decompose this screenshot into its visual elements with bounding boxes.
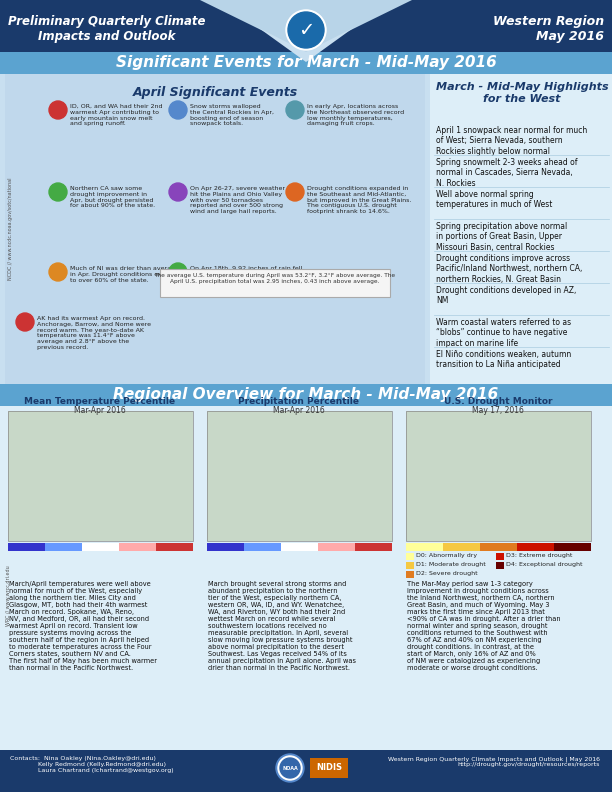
FancyBboxPatch shape (160, 269, 390, 297)
Circle shape (49, 101, 67, 119)
Text: April Significant Events: April Significant Events (132, 86, 297, 99)
Text: D0: Abnormally dry: D0: Abnormally dry (416, 553, 477, 558)
Text: Preliminary Quarterly Climate
Impacts and Outlook: Preliminary Quarterly Climate Impacts an… (8, 15, 206, 43)
FancyBboxPatch shape (0, 384, 612, 406)
Text: April 1 snowpack near normal for much
of West; Sierra Nevada, southern
Rockies s: April 1 snowpack near normal for much of… (436, 126, 588, 156)
Text: Drought conditions improve across
Pacific/Inland Northwest, northern CA,
norther: Drought conditions improve across Pacifi… (436, 254, 583, 284)
Circle shape (16, 313, 34, 331)
Circle shape (49, 263, 67, 281)
FancyBboxPatch shape (496, 553, 504, 560)
FancyBboxPatch shape (318, 543, 355, 551)
FancyBboxPatch shape (5, 74, 425, 384)
Text: On Apr 18th, 9.92 inches of rain fell
in Houston, the 2nd highest one-day
total : On Apr 18th, 9.92 inches of rain fell in… (190, 266, 312, 288)
FancyBboxPatch shape (406, 553, 414, 560)
Text: May 17, 2016: May 17, 2016 (472, 406, 524, 415)
Polygon shape (200, 0, 412, 52)
Text: NOAA: NOAA (282, 766, 298, 771)
FancyBboxPatch shape (0, 52, 612, 74)
Text: The Mar-May period saw 1-3 category
improvement in drought conditions across
the: The Mar-May period saw 1-3 category impr… (407, 581, 561, 671)
Text: D1: Moderate drought: D1: Moderate drought (416, 562, 486, 567)
FancyBboxPatch shape (355, 543, 392, 551)
Text: WRC // www.wrcc.dri.edu: WRC // www.wrcc.dri.edu (5, 565, 10, 626)
Text: Drought conditions developed in AZ,
NM: Drought conditions developed in AZ, NM (436, 286, 577, 306)
Circle shape (276, 754, 304, 782)
Text: Contacts:  Nina Oakley (Nina.Oakley@dri.edu)
              Kelly Redmond (Kelly.: Contacts: Nina Oakley (Nina.Oakley@dri.e… (10, 756, 174, 773)
Text: Western Region Quarterly Climate Impacts and Outlook | May 2016
http://drought.g: Western Region Quarterly Climate Impacts… (388, 756, 600, 767)
Circle shape (169, 183, 187, 201)
FancyBboxPatch shape (517, 543, 554, 551)
FancyBboxPatch shape (8, 411, 193, 541)
Polygon shape (220, 0, 392, 62)
FancyBboxPatch shape (0, 74, 430, 384)
Text: Precipitation Percentile: Precipitation Percentile (239, 397, 359, 406)
Circle shape (280, 758, 300, 778)
Text: Spring precipitation above normal
in portions of Great Basin, Upper
Missouri Bas: Spring precipitation above normal in por… (436, 222, 567, 252)
Circle shape (49, 183, 67, 201)
Text: Significant Events for March - Mid-May 2016: Significant Events for March - Mid-May 2… (116, 55, 496, 70)
Text: Drought conditions expanded in
the Southeast and Mid-Atlantic,
but improved in t: Drought conditions expanded in the South… (307, 186, 411, 214)
Text: Snow storms walloped
the Central Rockies in Apr,
boosting end of season
snowpack: Snow storms walloped the Central Rockies… (190, 104, 274, 127)
FancyBboxPatch shape (0, 406, 612, 786)
Text: March - Mid-May Highlights
for the West: March - Mid-May Highlights for the West (436, 82, 608, 104)
Text: Well above normal spring
temperatures in much of West: Well above normal spring temperatures in… (436, 190, 553, 209)
FancyBboxPatch shape (496, 562, 504, 569)
Text: ✓: ✓ (298, 21, 314, 40)
FancyBboxPatch shape (82, 543, 119, 551)
Text: In early Apr, locations across
the Northeast observed record
low monthly tempera: In early Apr, locations across the North… (307, 104, 404, 127)
Text: U.S. Drought Monitor: U.S. Drought Monitor (444, 397, 552, 406)
Circle shape (288, 12, 324, 48)
Text: Northern CA saw some
drought improvement in
Apr, but drought persisted
for about: Northern CA saw some drought improvement… (70, 186, 155, 208)
Text: NCDC // www.ncdc.noaa.gov/sotc/national: NCDC // www.ncdc.noaa.gov/sotc/national (8, 177, 13, 280)
Text: March/April temperatures were well above
normal for much of the West, especially: March/April temperatures were well above… (9, 581, 157, 671)
Circle shape (286, 183, 304, 201)
Text: March brought several strong storms and
abundant precipitation to the northern
t: March brought several strong storms and … (208, 581, 356, 671)
FancyBboxPatch shape (406, 562, 414, 569)
FancyBboxPatch shape (281, 543, 318, 551)
FancyBboxPatch shape (156, 543, 193, 551)
Text: Mar-Apr 2016: Mar-Apr 2016 (273, 406, 325, 415)
FancyBboxPatch shape (310, 758, 348, 778)
Circle shape (286, 10, 326, 50)
FancyBboxPatch shape (406, 571, 414, 578)
FancyBboxPatch shape (207, 543, 244, 551)
FancyBboxPatch shape (432, 74, 612, 384)
FancyBboxPatch shape (0, 750, 612, 792)
FancyBboxPatch shape (406, 411, 591, 541)
Text: Much of NI was drier than average
in Apr. Drought conditions expanded
to over 60: Much of NI was drier than average in Apr… (70, 266, 185, 283)
Circle shape (278, 756, 302, 780)
Text: Mar-Apr 2016: Mar-Apr 2016 (74, 406, 126, 415)
Circle shape (169, 263, 187, 281)
Text: Mean Temperature Percentile: Mean Temperature Percentile (24, 397, 176, 406)
Text: Western Region
May 2016: Western Region May 2016 (493, 15, 604, 43)
Text: NIDIS: NIDIS (316, 763, 342, 772)
FancyBboxPatch shape (119, 543, 156, 551)
FancyBboxPatch shape (45, 543, 82, 551)
FancyBboxPatch shape (406, 543, 443, 551)
Polygon shape (200, 0, 412, 52)
Text: Regional Overview for March - Mid-May 2016: Regional Overview for March - Mid-May 20… (113, 387, 499, 402)
Text: On Apr 26-27, severe weather
hit the Plains and Ohio Valley
with over 50 tornado: On Apr 26-27, severe weather hit the Pla… (190, 186, 285, 214)
FancyBboxPatch shape (207, 411, 392, 541)
FancyBboxPatch shape (554, 543, 591, 551)
Text: El Niño conditions weaken, autumn
transition to La Niña anticipated: El Niño conditions weaken, autumn transi… (436, 350, 571, 369)
FancyBboxPatch shape (480, 543, 517, 551)
Circle shape (286, 101, 304, 119)
Text: AK had its warmest Apr on record.
Anchorage, Barrow, and Nome were
record warm. : AK had its warmest Apr on record. Anchor… (37, 316, 151, 350)
Text: Warm coastal waters referred to as
“blobs” continue to have negative
impact on m: Warm coastal waters referred to as “blob… (436, 318, 571, 348)
FancyBboxPatch shape (244, 543, 281, 551)
FancyBboxPatch shape (0, 0, 612, 52)
FancyBboxPatch shape (443, 543, 480, 551)
Text: Spring snowmelt 2-3 weeks ahead of
normal in Cascades, Sierra Nevada,
N. Rockies: Spring snowmelt 2-3 weeks ahead of norma… (436, 158, 578, 188)
Text: D4: Exceptional drought: D4: Exceptional drought (506, 562, 583, 567)
FancyBboxPatch shape (8, 543, 45, 551)
Text: D3: Extreme drought: D3: Extreme drought (506, 553, 572, 558)
Circle shape (169, 101, 187, 119)
Text: D2: Severe drought: D2: Severe drought (416, 571, 477, 576)
Text: ID, OR, and WA had their 2nd
warmest Apr contributing to
early mountain snow mel: ID, OR, and WA had their 2nd warmest Apr… (70, 104, 163, 127)
FancyBboxPatch shape (0, 74, 612, 384)
Text: The average U.S. temperature during April was 53.2°F, 3.2°F above average. The
A: The average U.S. temperature during Apri… (154, 273, 395, 284)
